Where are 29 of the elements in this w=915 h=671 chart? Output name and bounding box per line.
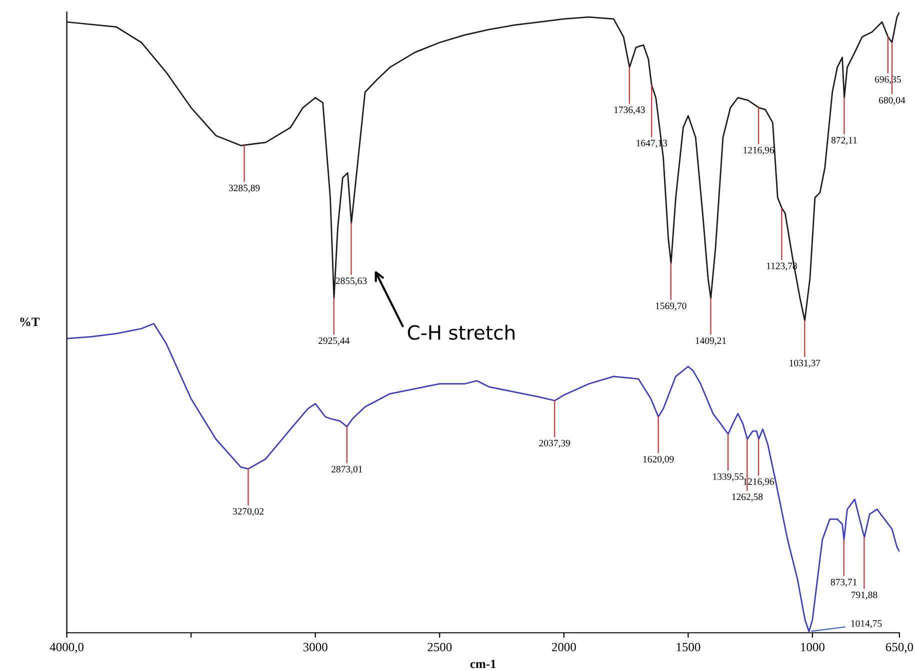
annotation: 1409,21	[696, 337, 726, 346]
annotation: 1014,75	[851, 620, 882, 628]
x-tick-label: 3000	[303, 642, 328, 652]
annotation: 1031,37	[790, 360, 820, 368]
annotation: 3270,02	[232, 508, 264, 516]
annotation: 2873,01	[332, 466, 362, 474]
annotation: 2855,63	[336, 278, 367, 286]
annotation: 3285,89	[228, 184, 260, 193]
x-tick-label: 1500	[676, 642, 700, 652]
x-tick-label: 2000	[552, 642, 576, 652]
x-tick-label: 1000	[801, 642, 824, 652]
annotation: 1339,55	[713, 473, 744, 482]
annotation: 2925,44	[318, 337, 350, 346]
x-tick-label: 2500	[428, 642, 452, 652]
y-axis-title: %T	[20, 318, 40, 326]
annotation: C-H stretch	[408, 324, 514, 340]
annotation: 1216,96	[744, 146, 774, 155]
annotation: 873,71	[830, 578, 857, 587]
x-tick-label: 650,0	[886, 642, 914, 654]
annotation: 2037,39	[539, 440, 570, 448]
annotation: 1620,09	[643, 456, 674, 464]
x-tick-label: 4000,0	[50, 642, 84, 654]
annotation: 1569,70	[656, 302, 686, 311]
annotation: 1262,58	[732, 494, 763, 502]
annotation: 791,88	[851, 592, 878, 600]
annotation: 680,04	[879, 96, 906, 105]
annotation: 1736,43	[614, 106, 645, 114]
x-axis-title: cm-1	[470, 660, 496, 668]
annotation: 872,11	[831, 136, 857, 145]
